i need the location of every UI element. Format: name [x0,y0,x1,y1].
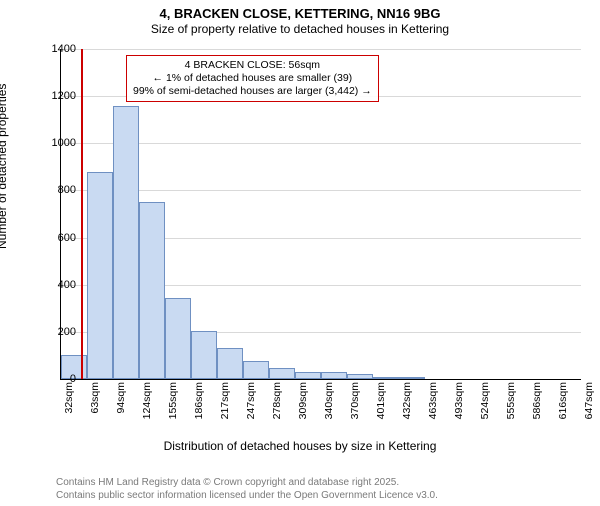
x-tick: 155sqm [167,382,179,432]
histogram-bar [191,331,217,379]
x-tick: 647sqm [583,382,595,432]
x-tick: 555sqm [505,382,517,432]
callout-line: ← 1% of detached houses are smaller (39) [133,72,372,85]
chart-title-line2: Size of property relative to detached ho… [0,22,600,36]
x-tick: 309sqm [297,382,309,432]
x-tick: 340sqm [323,382,335,432]
gridline [61,190,581,191]
footer-line1: Contains HM Land Registry data © Crown c… [56,477,438,490]
x-tick: 186sqm [193,382,205,432]
chart-title-line1: 4, BRACKEN CLOSE, KETTERING, NN16 9BG [0,6,600,21]
x-tick: 401sqm [375,382,387,432]
x-tick: 493sqm [453,382,465,432]
x-tick: 524sqm [479,382,491,432]
x-tick: 32sqm [63,382,75,432]
y-tick: 200 [46,326,76,338]
histogram-bar [87,172,113,379]
property-marker-line [81,49,83,379]
y-axis-label: Number of detached properties [0,84,9,249]
y-tick: 1200 [46,90,76,102]
histogram-bar [217,348,243,379]
x-tick: 616sqm [557,382,569,432]
y-tick: 800 [46,184,76,196]
x-tick: 217sqm [219,382,231,432]
histogram-bar [399,377,425,379]
x-tick: 370sqm [349,382,361,432]
histogram-bar [321,372,347,379]
y-tick: 1000 [46,137,76,149]
histogram-bar [243,361,269,379]
histogram-bar [295,372,321,379]
histogram-bar [139,202,165,379]
histogram-bar [373,377,399,379]
histogram-bar [269,368,295,379]
histogram-bar [113,106,139,379]
gridline [61,49,581,50]
footer-line2: Contains public sector information licen… [56,490,438,503]
x-tick: 432sqm [401,382,413,432]
callout-line: 99% of semi-detached houses are larger (… [133,85,372,98]
x-tick: 247sqm [245,382,257,432]
x-tick: 586sqm [531,382,543,432]
histogram-bar [347,374,373,379]
x-tick: 124sqm [141,382,153,432]
plot-area: 4 BRACKEN CLOSE: 56sqm← 1% of detached h… [60,49,581,380]
x-tick: 278sqm [271,382,283,432]
footer-attribution: Contains HM Land Registry data © Crown c… [56,477,438,502]
histogram-bar [165,298,191,379]
y-tick: 600 [46,232,76,244]
property-callout: 4 BRACKEN CLOSE: 56sqm← 1% of detached h… [126,55,379,102]
x-axis-label: Distribution of detached houses by size … [0,439,600,453]
y-tick: 1400 [46,43,76,55]
callout-line: 4 BRACKEN CLOSE: 56sqm [133,59,372,72]
x-tick: 463sqm [427,382,439,432]
y-tick: 400 [46,279,76,291]
x-tick: 63sqm [89,382,101,432]
gridline [61,143,581,144]
x-tick: 94sqm [115,382,127,432]
chart-container: Number of detached properties 4 BRACKEN … [0,44,600,454]
